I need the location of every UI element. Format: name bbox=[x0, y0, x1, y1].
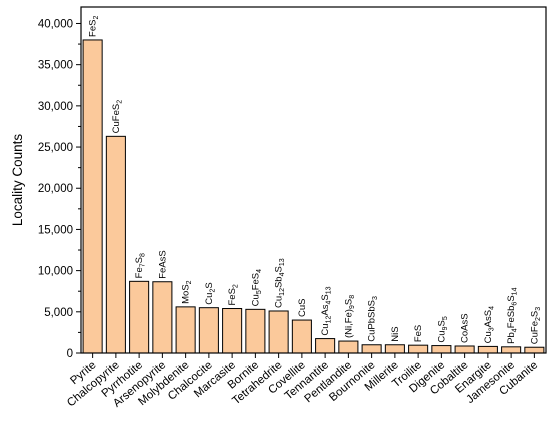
bar-label-jamesonite: Pb4FeSb6S14 bbox=[506, 287, 519, 343]
bar-tennantite bbox=[315, 338, 336, 354]
bar-bournonite bbox=[361, 344, 382, 354]
bar-label-tetrahedrite: Cu12Sb4S13 bbox=[274, 258, 287, 308]
bar-label-millerite: NiS bbox=[390, 326, 401, 341]
y-axis: 0 5,000 10,000 15,000 20,000 25,000 30,000 35,0… bbox=[38, 18, 81, 360]
bar-marcasite bbox=[222, 308, 243, 354]
y-axis-title: Locality Counts bbox=[10, 134, 25, 227]
bar-pentlandite bbox=[338, 340, 359, 354]
bar-cubanite bbox=[524, 346, 545, 354]
bar-label-covellite: CuS bbox=[297, 299, 308, 317]
bar-label-marcasite: FeS2 bbox=[227, 284, 240, 305]
bar-arsenopyrite bbox=[152, 281, 173, 354]
bar-label-chalcopyrite: CuFeS2 bbox=[111, 100, 124, 134]
bar-label-bournonite: CuPbSbS3 bbox=[367, 296, 380, 342]
bar-covellite bbox=[291, 319, 312, 354]
bar-digenite bbox=[431, 345, 452, 354]
bars-group bbox=[82, 39, 545, 354]
bar-label-molybdenite: MoS2 bbox=[181, 280, 194, 304]
y-tick-label: 20,000 bbox=[38, 183, 73, 195]
y-tick-label: 15,000 bbox=[38, 224, 73, 236]
bar-chalcopyrite bbox=[105, 135, 126, 354]
bar-label-tennantite: Cu12As4S13 bbox=[320, 286, 333, 335]
plot-frame bbox=[80, 6, 547, 354]
y-tick-label: 25,000 bbox=[38, 142, 73, 154]
bar-tetrahedrite bbox=[268, 310, 289, 354]
bar-molybdenite bbox=[175, 306, 196, 354]
bar-label-chalcocite: Cu2S bbox=[204, 282, 217, 304]
bar-bornite bbox=[245, 308, 266, 354]
y-tick-label: 35,000 bbox=[38, 60, 73, 72]
bar-label-cubanite: CuFe2S3 bbox=[529, 307, 542, 344]
bar-chalcocite bbox=[198, 307, 219, 354]
bar-label-enargite: Cu3AsS4 bbox=[483, 306, 496, 344]
bar-label-bornite: Cu5FeS4 bbox=[250, 269, 263, 307]
bar-label-pentlandite: (Ni,Fe)9S8 bbox=[343, 295, 356, 338]
bar-label-arsenopyrite: FeAsS bbox=[157, 250, 168, 279]
bar-labels-group: FeS2 CuFeS2 Fe7S8 FeAsS MoS2 Cu2S FeS2 Cu5FeS4 C… bbox=[88, 16, 542, 345]
bar-label-troilite: FeS bbox=[413, 325, 424, 342]
y-tick-label: 5,000 bbox=[44, 307, 73, 319]
bar-jamesonite bbox=[501, 346, 522, 354]
y-tick-label: 0 bbox=[67, 348, 73, 360]
bar-label-cobaltite: CoAsS bbox=[460, 313, 471, 343]
bar-enargite bbox=[477, 345, 498, 354]
bar-pyrite bbox=[82, 39, 103, 354]
bar-label-pyrrhotite: Fe7S8 bbox=[134, 253, 147, 278]
bar-cobaltite bbox=[454, 345, 475, 354]
bar-millerite bbox=[384, 344, 405, 354]
bar-label-pyrite: FeS2 bbox=[88, 16, 101, 37]
y-tick-label: 30,000 bbox=[38, 101, 73, 113]
bar-pyrrhotite bbox=[129, 280, 150, 354]
y-tick-label: 40,000 bbox=[38, 18, 73, 30]
bar-label-digenite: Cu9S5 bbox=[436, 316, 449, 342]
y-tick-label: 10,000 bbox=[38, 266, 73, 278]
bar-troilite bbox=[408, 344, 429, 354]
x-axis: PyriteChalcopyritePyrrhotiteArsenopyrite… bbox=[65, 353, 540, 410]
